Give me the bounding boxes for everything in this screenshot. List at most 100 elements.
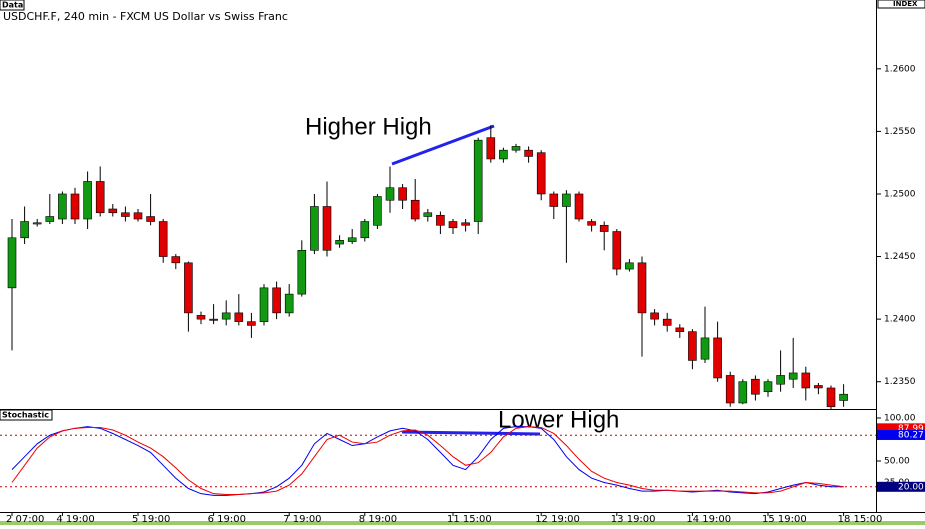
candle-body bbox=[499, 149, 508, 160]
candle-body bbox=[688, 331, 697, 361]
candle-body bbox=[436, 214, 445, 226]
x-tick-label: 7 19:00 bbox=[283, 514, 321, 525]
higher-high-line bbox=[391, 124, 495, 166]
candle-body bbox=[826, 387, 836, 408]
x-tick-label: 14 19:00 bbox=[686, 514, 731, 525]
candle-body bbox=[247, 321, 256, 326]
candle-body bbox=[133, 212, 143, 220]
candle-body bbox=[612, 231, 622, 270]
candle-body bbox=[32, 222, 42, 225]
x-tick-label: 11 15:00 bbox=[447, 514, 492, 525]
candle-body bbox=[587, 221, 596, 226]
candle-body bbox=[524, 149, 533, 157]
chart-title: USDCHF.F, 240 min - FXCM US Dollar vs Sw… bbox=[3, 10, 288, 23]
candle-body bbox=[209, 318, 218, 321]
y-tick-label: 1.2600 bbox=[884, 64, 916, 74]
candle-body bbox=[272, 287, 281, 314]
x-tick-label: 8 19:00 bbox=[359, 514, 397, 525]
candle-body bbox=[713, 337, 722, 379]
candle-body bbox=[108, 208, 118, 214]
candle-body bbox=[373, 196, 382, 226]
x-tick-label: 2 07:00 bbox=[6, 514, 44, 525]
x-tick-label: 13 19:00 bbox=[611, 514, 656, 525]
candle-body bbox=[788, 372, 798, 380]
candle-body bbox=[297, 250, 307, 295]
y-tick-label: 1.2550 bbox=[884, 127, 916, 137]
candle-body bbox=[776, 375, 785, 385]
candle-body bbox=[751, 378, 760, 395]
candle-body bbox=[461, 222, 470, 226]
candle-body bbox=[121, 212, 130, 217]
candle-body bbox=[184, 262, 193, 314]
candle-body bbox=[511, 146, 521, 151]
candle-body bbox=[448, 221, 458, 229]
candle-body bbox=[322, 206, 332, 251]
candle-body bbox=[385, 187, 395, 201]
candle-body bbox=[562, 193, 571, 207]
axis-label-box bbox=[877, 0, 925, 9]
x-tick-label: 12 19:00 bbox=[535, 514, 580, 525]
candle-body bbox=[650, 312, 659, 320]
annotation: Higher High bbox=[305, 113, 432, 140]
y-tick-label: 50.00 bbox=[884, 457, 910, 467]
candle-body bbox=[423, 212, 433, 217]
candle-body bbox=[398, 187, 407, 201]
badge: Data bbox=[2, 1, 23, 10]
candle-body bbox=[725, 375, 735, 404]
stoch-title: Stochastic bbox=[2, 411, 49, 420]
candle-body bbox=[259, 287, 269, 322]
candle-body bbox=[171, 256, 181, 264]
candle-body bbox=[45, 216, 55, 222]
candle-body bbox=[700, 337, 710, 360]
candle-body bbox=[801, 372, 811, 389]
value-marker bbox=[877, 423, 925, 434]
value-marker bbox=[877, 481, 925, 492]
y-tick-label: 1.2350 bbox=[884, 377, 916, 387]
badge-box bbox=[0, 0, 25, 11]
x-tick-label: 15 19:00 bbox=[762, 514, 807, 525]
candle-body bbox=[625, 262, 634, 270]
candle-body bbox=[70, 193, 80, 220]
candle-body bbox=[814, 385, 823, 389]
x-tick-label: 6 19:00 bbox=[208, 514, 246, 525]
candle-body bbox=[234, 312, 244, 322]
candle-body bbox=[738, 381, 748, 404]
candle-body bbox=[549, 193, 559, 207]
candle-body bbox=[763, 381, 773, 393]
lower-high-line bbox=[401, 430, 541, 436]
candle-body bbox=[158, 221, 168, 257]
value-marker-label: 80.27 bbox=[898, 430, 924, 440]
annotation: Lower High bbox=[498, 406, 619, 433]
y-tick-label: 1.2450 bbox=[884, 252, 916, 262]
stoch-title-box bbox=[0, 409, 53, 421]
candle-body bbox=[284, 293, 294, 314]
candle-body bbox=[536, 152, 546, 195]
y-tick-label: 100.00 bbox=[884, 413, 916, 423]
x-tick-label: 18 15:00 bbox=[838, 514, 883, 525]
candle-body bbox=[410, 199, 420, 220]
candle-body bbox=[146, 216, 155, 222]
candle-body bbox=[221, 312, 231, 320]
candle-body bbox=[20, 221, 29, 239]
value-marker-label: 20.00 bbox=[898, 482, 924, 492]
x-tick-label: 4 19:00 bbox=[56, 514, 94, 525]
candle-body bbox=[675, 327, 685, 332]
candle-body bbox=[83, 181, 92, 220]
candle-body bbox=[486, 137, 496, 160]
stoch-line bbox=[11, 426, 844, 496]
axis-label: INDEX bbox=[893, 0, 918, 8]
candle-body bbox=[7, 237, 17, 289]
candle-body bbox=[637, 262, 647, 314]
candle-body bbox=[347, 237, 357, 242]
candle-body bbox=[599, 224, 609, 232]
candle-body bbox=[58, 193, 67, 220]
candle-body bbox=[310, 206, 319, 251]
candle-body bbox=[473, 139, 483, 222]
candle-body bbox=[574, 193, 584, 220]
candle-body bbox=[196, 315, 206, 320]
y-tick-label: 1.2500 bbox=[884, 189, 916, 199]
candle-body bbox=[95, 181, 105, 214]
candle-body bbox=[839, 393, 848, 401]
